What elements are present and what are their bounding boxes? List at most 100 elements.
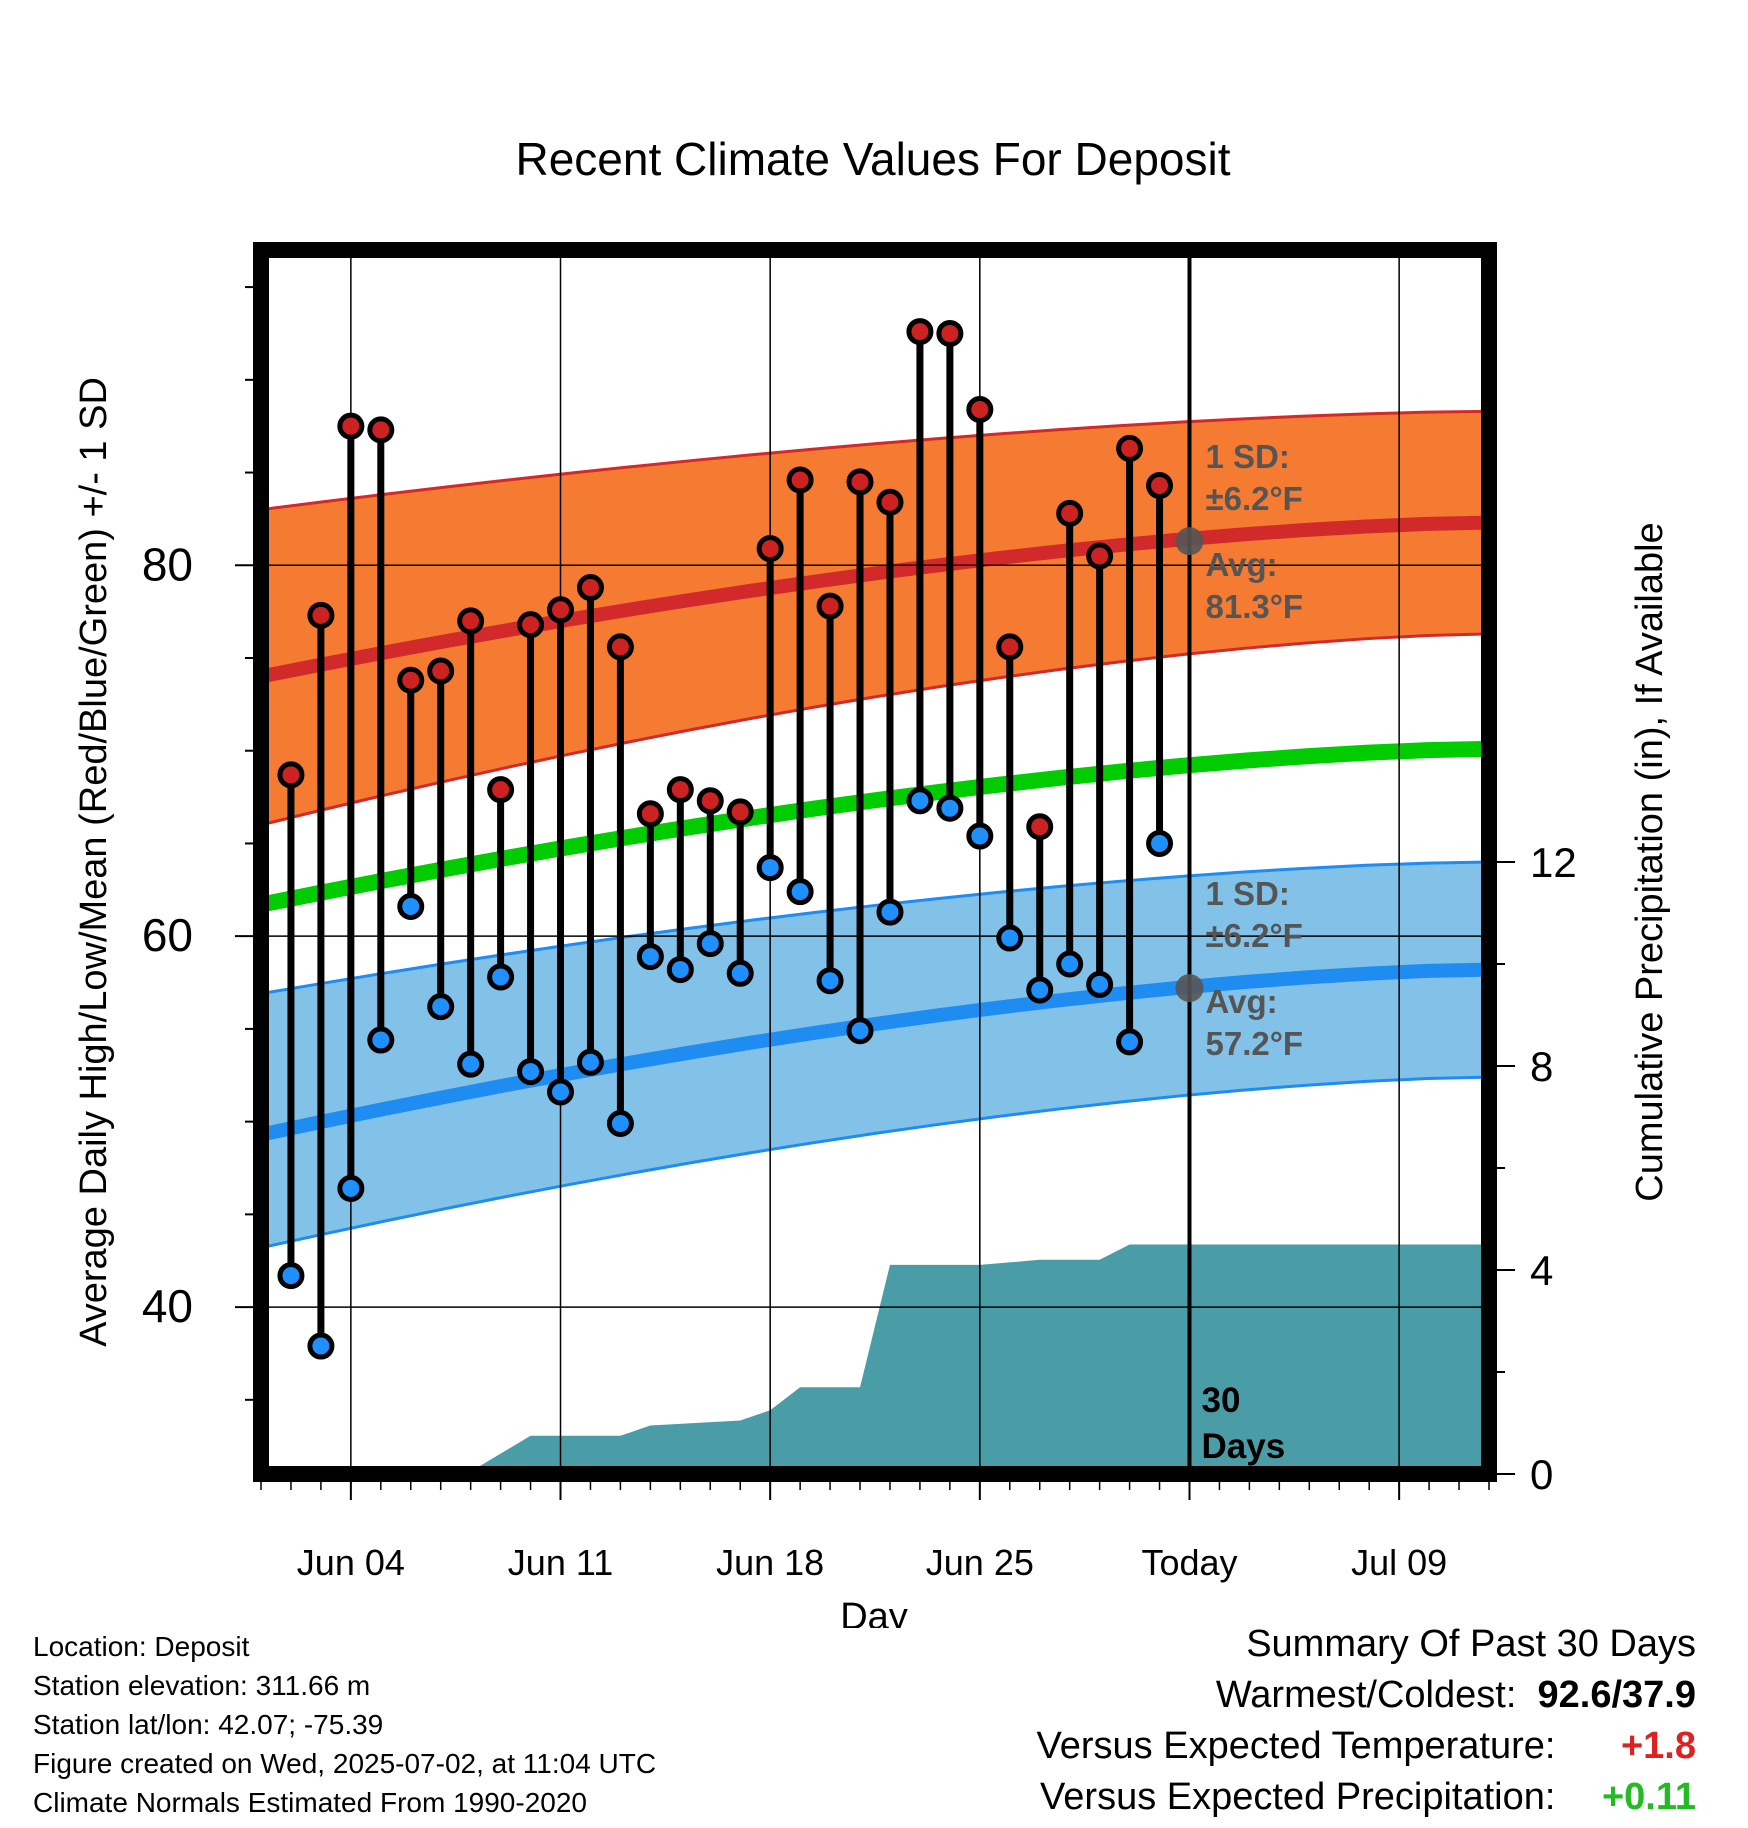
daily-low-point xyxy=(906,787,934,815)
y-left-tick-label: 80 xyxy=(142,538,193,590)
daily-low-point xyxy=(606,1109,634,1137)
y-right-tick-label: 12 xyxy=(1530,839,1577,886)
daily-high-point xyxy=(307,601,335,629)
elevation-text: Station elevation: 311.66 m xyxy=(33,1670,371,1701)
daily-high-point xyxy=(936,319,964,347)
low-sd-value: ±6.2°F xyxy=(1205,917,1302,954)
daily-high-point xyxy=(397,666,425,694)
daily-low-point xyxy=(367,1026,395,1054)
low-sd-band-lower-edge xyxy=(261,1075,1489,1250)
daily-high-point xyxy=(337,412,365,440)
x-axis-label: Day xyxy=(840,1596,908,1628)
warm-cold-label: Warmest/Coldest: xyxy=(1215,1674,1517,1716)
daily-high-point xyxy=(487,776,515,804)
daily-high-point xyxy=(1056,499,1084,527)
y-left-tick-label: 40 xyxy=(142,1280,193,1332)
daily-low-point xyxy=(457,1050,485,1078)
y-right-axis-label: Cumulative Precipitation (in), If Availa… xyxy=(1629,522,1671,1201)
high-sd-band xyxy=(261,411,1489,825)
daily-low-point xyxy=(726,959,754,987)
daily-high-point xyxy=(517,611,545,639)
days-label-1: 30 xyxy=(1201,1381,1240,1420)
daily-low-point xyxy=(1146,829,1174,857)
days-label-2: Days xyxy=(1201,1427,1285,1466)
daily-high-point xyxy=(846,468,874,496)
daily-low-point xyxy=(517,1058,545,1086)
summary-panel: Summary Of Past 30 Days Warmest/Coldest:… xyxy=(1037,1619,1696,1823)
low-sd-band xyxy=(261,862,1489,1248)
high-sd-band-upper-edge xyxy=(261,409,1489,512)
y-right-tick-label: 0 xyxy=(1530,1451,1553,1498)
daily-low-point xyxy=(996,924,1024,952)
x-tick-label: Jun 25 xyxy=(926,1542,1034,1583)
daily-low-point xyxy=(307,1332,335,1360)
x-tick-label: Jun 11 xyxy=(508,1542,613,1583)
daily-low-point xyxy=(876,898,904,926)
temp-value: +1.8 xyxy=(1620,1725,1696,1767)
daily-low-point xyxy=(936,794,964,822)
daily-low-point xyxy=(277,1262,305,1290)
high-sd-label: 1 SD: xyxy=(1205,438,1289,475)
daily-low-point xyxy=(547,1078,575,1106)
daily-low-point xyxy=(1026,976,1054,1004)
precip-value: +0.11 xyxy=(1601,1776,1696,1818)
daily-high-point xyxy=(1116,434,1144,462)
daily-high-point xyxy=(996,633,1024,661)
precip-area xyxy=(261,1244,1489,1474)
summary-warm-cold: Warmest/Coldest: 92.6/37.9 xyxy=(1037,1670,1696,1721)
normals-text: Climate Normals Estimated From 1990-2020 xyxy=(33,1787,587,1818)
created-text: Figure created on Wed, 2025-07-02, at 11… xyxy=(33,1748,657,1779)
daily-low-point xyxy=(786,878,814,906)
x-tick-label: Jul 09 xyxy=(1351,1542,1447,1583)
daily-low-point xyxy=(636,943,664,971)
y-right-tick-label: 8 xyxy=(1530,1043,1553,1090)
normal-mean-line xyxy=(261,740,1489,913)
daily-low-point xyxy=(816,967,844,995)
x-tick-label: Today xyxy=(1141,1542,1237,1583)
normal-high-line xyxy=(261,515,1489,684)
daily-high-point xyxy=(457,607,485,635)
precip-label: Versus Expected Precipitation: xyxy=(1040,1776,1556,1818)
summary-title: Summary Of Past 30 Days xyxy=(1246,1623,1696,1665)
station-info: Location: Deposit Station elevation: 311… xyxy=(33,1627,656,1822)
daily-high-point xyxy=(1086,542,1114,570)
x-tick-label: Jun 04 xyxy=(297,1542,405,1583)
today-low-avg-point xyxy=(1175,974,1204,1003)
daily-low-point xyxy=(1086,970,1114,998)
warm-cold-value: 92.6/37.9 xyxy=(1537,1674,1696,1716)
plot-frame xyxy=(253,242,1497,1482)
daily-low-point xyxy=(1116,1028,1144,1056)
low-sd-band-upper-edge xyxy=(261,860,1489,996)
normal-low-line xyxy=(261,962,1489,1142)
daily-low-point xyxy=(427,993,455,1021)
low-sd-label: 1 SD: xyxy=(1205,875,1289,912)
daily-low-point xyxy=(337,1174,365,1202)
daily-high-point xyxy=(756,535,784,563)
daily-high-point xyxy=(906,318,934,346)
daily-high-point xyxy=(547,596,575,624)
x-tick-label: Jun 18 xyxy=(716,1542,824,1583)
daily-high-point xyxy=(427,657,455,685)
daily-high-point xyxy=(576,574,604,602)
location-text: Location: Deposit xyxy=(33,1631,250,1662)
y-left-axis-label: Average Daily High/Low/Mean (Red/Blue/Gr… xyxy=(73,377,115,1347)
daily-high-point xyxy=(1026,813,1054,841)
daily-high-point xyxy=(606,633,634,661)
daily-low-point xyxy=(1056,950,1084,978)
summary-temp: Versus Expected Temperature: +1.8 xyxy=(1037,1721,1696,1772)
latlon-text: Station lat/lon: 42.07; -75.39 xyxy=(33,1709,384,1740)
daily-low-point xyxy=(846,1017,874,1045)
daily-low-point xyxy=(576,1048,604,1076)
daily-high-point xyxy=(786,466,814,494)
daily-high-point xyxy=(666,776,694,804)
climate-chart: Recent Climate Values For Deposit 1 SD: ±6… xyxy=(73,133,1671,1628)
daily-high-point xyxy=(726,798,754,826)
daily-low-point xyxy=(666,956,694,984)
daily-high-point xyxy=(1146,472,1174,500)
y-right-tick-label: 4 xyxy=(1530,1247,1553,1294)
temp-label: Versus Expected Temperature: xyxy=(1036,1725,1556,1767)
daily-high-point xyxy=(966,395,994,423)
chart-title: Recent Climate Values For Deposit xyxy=(516,133,1231,185)
high-sd-band-lower-edge xyxy=(261,632,1489,827)
daily-low-point xyxy=(696,930,724,958)
